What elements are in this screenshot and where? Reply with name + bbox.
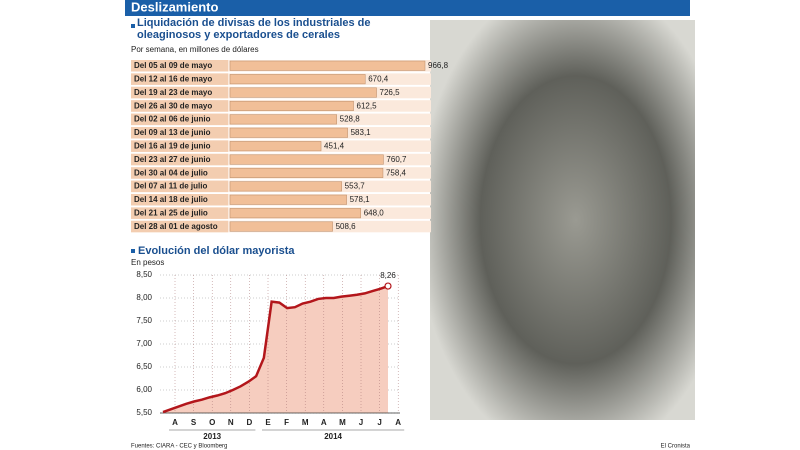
x-tick-label: A bbox=[395, 418, 401, 427]
label-cell bbox=[131, 207, 228, 219]
label-cell bbox=[131, 60, 228, 72]
category-label: Del 05 al 09 de mayo bbox=[134, 61, 212, 70]
bar bbox=[229, 127, 348, 138]
x-tick-label: J bbox=[377, 418, 381, 427]
category-label: Del 30 al 04 de julio bbox=[134, 168, 208, 177]
label-cell bbox=[131, 100, 228, 112]
value-label: 508,6 bbox=[336, 222, 357, 231]
y-tick-label: 6,00 bbox=[136, 385, 152, 394]
header-title: Deslizamiento bbox=[131, 0, 218, 14]
category-label: Del 26 al 30 de mayo bbox=[134, 101, 212, 110]
bullet bbox=[131, 249, 135, 253]
bar bbox=[229, 221, 333, 232]
category-label: Del 21 al 25 de julio bbox=[134, 209, 208, 218]
value-label: 758,4 bbox=[386, 168, 407, 177]
value-label: 648,0 bbox=[364, 209, 385, 218]
category-label: Del 07 al 11 de julio bbox=[134, 182, 207, 191]
label-cell bbox=[131, 194, 228, 206]
x-tick-label: A bbox=[321, 418, 327, 427]
x-tick-label: D bbox=[247, 418, 253, 427]
value-label: 553,7 bbox=[345, 182, 366, 191]
value-label: 583,1 bbox=[351, 128, 372, 137]
bar bbox=[229, 74, 366, 85]
x-tick-label: A bbox=[172, 418, 178, 427]
label-cell bbox=[131, 140, 228, 152]
value-label: 528,8 bbox=[340, 115, 361, 124]
category-label: Del 23 al 27 de junio bbox=[134, 155, 211, 164]
y-tick-label: 6,50 bbox=[136, 362, 152, 371]
x-tick-label: O bbox=[209, 418, 215, 427]
category-label: Del 16 al 19 de junio bbox=[134, 142, 211, 151]
category-label: Del 09 al 13 de junio bbox=[134, 128, 211, 137]
value-label: 670,4 bbox=[368, 75, 389, 84]
bar-subtitle: Por semana, en millones de dólares bbox=[131, 45, 259, 54]
bar bbox=[229, 208, 361, 219]
value-label: 726,5 bbox=[380, 88, 401, 97]
bar bbox=[229, 167, 384, 178]
category-label: Del 19 al 23 de mayo bbox=[134, 88, 212, 97]
label-cell bbox=[131, 153, 228, 166]
y-tick-label: 5,50 bbox=[136, 408, 152, 417]
bar bbox=[229, 100, 354, 111]
line-y-label: En pesos bbox=[131, 258, 164, 267]
y-tick-label: 7,50 bbox=[136, 316, 152, 325]
year-label: 2013 bbox=[203, 432, 221, 441]
x-tick-label: J bbox=[359, 418, 363, 427]
value-label: 966,8 bbox=[428, 61, 449, 70]
x-tick-label: E bbox=[265, 418, 271, 427]
value-label: 760,7 bbox=[386, 155, 407, 164]
end-marker bbox=[384, 282, 392, 290]
label-cell bbox=[131, 127, 228, 139]
line-title: Evolución del dólar mayorista bbox=[138, 245, 295, 257]
bar bbox=[229, 87, 377, 98]
bar bbox=[229, 60, 426, 71]
year-label: 2014 bbox=[324, 432, 342, 441]
bar bbox=[229, 181, 342, 192]
x-tick-label: F bbox=[284, 418, 289, 427]
category-label: Del 14 al 18 de julio bbox=[134, 195, 208, 204]
x-tick-label: S bbox=[191, 418, 197, 427]
y-tick-label: 8,50 bbox=[136, 270, 152, 279]
bar-title: Liquidación de divisas de los industrial… bbox=[137, 17, 371, 41]
bullet bbox=[131, 24, 135, 28]
bar-title-box: Liquidación de divisas de los industrial… bbox=[137, 17, 371, 41]
value-label: 8,26 bbox=[380, 271, 396, 280]
y-tick-label: 7,00 bbox=[136, 339, 152, 348]
y-tick-label: 8,00 bbox=[136, 293, 152, 302]
value-label: 578,1 bbox=[350, 195, 371, 204]
label-cell bbox=[131, 113, 228, 126]
x-tick-label: M bbox=[339, 418, 346, 427]
category-label: Del 02 al 06 de junio bbox=[134, 115, 211, 124]
bar bbox=[229, 154, 384, 165]
credit: El Cronista bbox=[661, 444, 691, 450]
x-tick-label: M bbox=[302, 418, 309, 427]
category-label: Del 12 al 16 de mayo bbox=[134, 75, 212, 84]
label-cell bbox=[131, 180, 228, 193]
label-cell bbox=[131, 73, 228, 85]
bar bbox=[229, 114, 337, 125]
line bbox=[162, 284, 389, 414]
value-label: 612,5 bbox=[357, 101, 378, 110]
source: Fuentes: CIARA - CEC y Bloomberg bbox=[131, 444, 227, 450]
label-cell bbox=[131, 86, 228, 99]
label-cell bbox=[131, 220, 228, 233]
bar bbox=[229, 194, 347, 205]
value-label: 451,4 bbox=[324, 142, 345, 151]
area bbox=[163, 286, 388, 413]
x-tick-label: N bbox=[228, 418, 234, 427]
bar bbox=[229, 141, 322, 152]
label-cell bbox=[131, 167, 228, 179]
portrait-image bbox=[430, 20, 695, 420]
category-label: Del 28 al 01 de agosto bbox=[134, 222, 218, 231]
header-band bbox=[125, 0, 690, 16]
